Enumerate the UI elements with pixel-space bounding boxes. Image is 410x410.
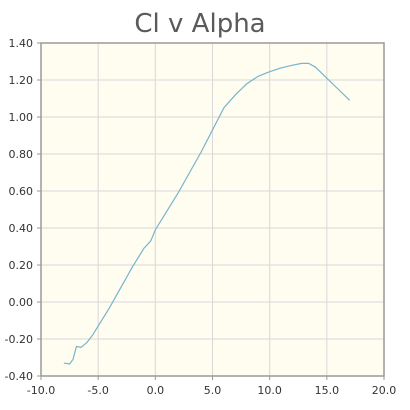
x-tick-label: -5.0 — [87, 384, 108, 397]
chart-title: Cl v Alpha — [134, 9, 265, 39]
y-tick-label: 0.60 — [9, 185, 34, 198]
y-tick-label: 0.00 — [9, 296, 34, 309]
x-tick-label: 15.0 — [315, 384, 340, 397]
y-tick-label: -0.40 — [5, 370, 33, 383]
y-tick-label: 1.20 — [9, 74, 34, 87]
x-tick-label: 5.0 — [204, 384, 222, 397]
x-tick-label: 20.0 — [372, 384, 397, 397]
y-tick-label: 1.40 — [9, 37, 34, 50]
y-tick-label: 0.80 — [9, 148, 34, 161]
y-tick-label: 1.00 — [9, 111, 34, 124]
y-axis-ticks: -0.40 -0.20 0.00 0.20 0.40 0.60 0.80 1.00 1.20 1.… — [5, 37, 33, 383]
x-tick-label: 10.0 — [257, 384, 282, 397]
x-tick-label: -10.0 — [27, 384, 55, 397]
y-tick-label: 0.40 — [9, 222, 34, 235]
y-tick-label: -0.20 — [5, 333, 33, 346]
cl-series-line — [63, 62, 351, 365]
y-tick-label: 0.20 — [9, 259, 34, 272]
plot-border — [40, 42, 385, 377]
x-tick-label: 0.0 — [147, 384, 165, 397]
x-axis-ticks: -10.0 -5.0 0.0 5.0 10.0 15.0 20.0 — [27, 384, 396, 397]
